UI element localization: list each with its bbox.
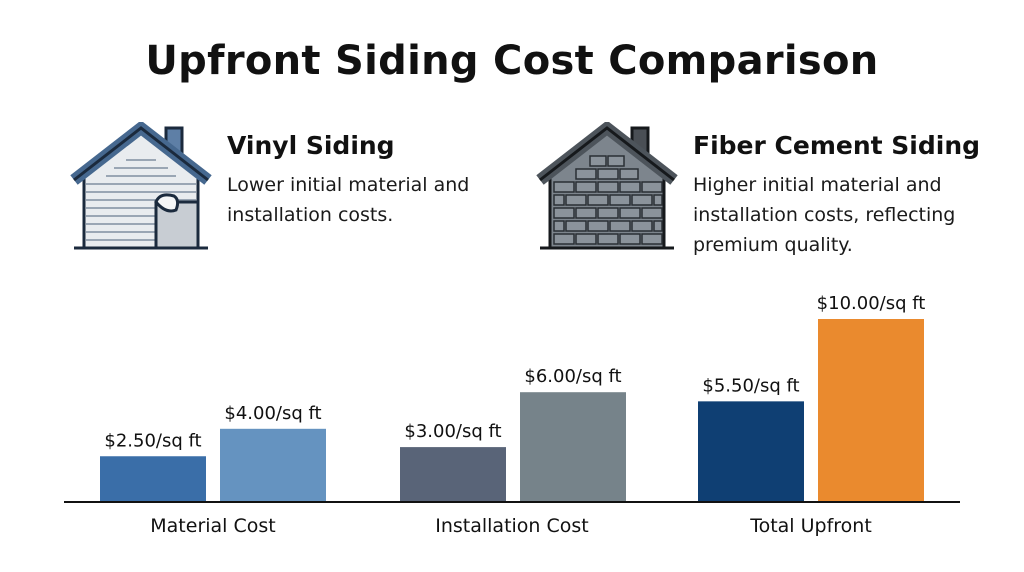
brick-house-icon: [536, 122, 678, 250]
vinyl-card-title: Vinyl Siding: [227, 131, 395, 160]
bar: [400, 447, 506, 502]
bar: [818, 319, 924, 502]
bar: [220, 428, 326, 502]
bar-value-label: $2.50/sq ft: [104, 430, 201, 451]
bar: [520, 392, 626, 502]
bar: [698, 401, 804, 502]
vinyl-house-icon: [70, 122, 212, 250]
bar-value-label: $4.00/sq ft: [224, 403, 321, 424]
bar-value-label: $6.00/sq ft: [524, 366, 621, 387]
x-tick-label: Total Upfront: [749, 515, 872, 537]
page-title: Upfront Siding Cost Comparison: [145, 38, 879, 84]
x-tick-label: Installation Cost: [435, 515, 589, 537]
bar: [100, 456, 206, 502]
bars-layer: [100, 319, 924, 502]
labels-layer: Material Cost Installation Cost Total Upfr…: [104, 293, 925, 537]
fiber-card-title: Fiber Cement Siding: [693, 131, 981, 160]
fiber-card-description: Higher initial material and installation…: [693, 174, 956, 256]
bar-value-label: $3.00/sq ft: [404, 421, 501, 442]
bar-value-label: $10.00/sq ft: [817, 293, 926, 314]
bar-value-label: $5.50/sq ft: [702, 375, 799, 396]
x-tick-label: Material Cost: [150, 515, 275, 537]
vinyl-card-description: Lower initial material and installation …: [227, 174, 470, 226]
